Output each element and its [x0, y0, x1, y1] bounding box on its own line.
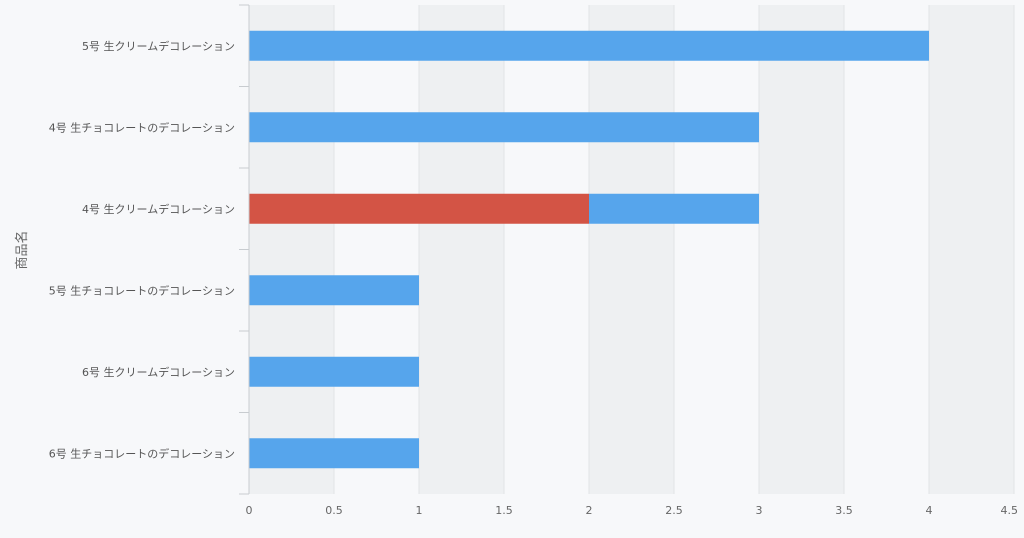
x-tick-label: 2: [586, 504, 593, 517]
bars: [249, 30, 929, 469]
grid-band: [589, 5, 674, 494]
grid-band: [759, 5, 844, 494]
background-bands: [249, 5, 1014, 494]
x-axis-ticks: 0 0.5 1 1.5 2 2.5 3 3.5 4 4.5: [246, 504, 1019, 517]
category-label: 4号 生チョコレートのデコレーション: [49, 120, 235, 134]
bar-segment: [589, 193, 759, 224]
category-label: 5号 生チョコレートのデコレーション: [49, 283, 235, 297]
category-label: 6号 生クリームデコレーション: [82, 365, 235, 379]
x-tick-label: 0.5: [325, 504, 343, 517]
category-label: 6号 生チョコレートのデコレーション: [49, 446, 235, 460]
x-tick-label: 4: [926, 504, 933, 517]
axes: [239, 4, 250, 495]
x-tick-label: 4.5: [1001, 504, 1019, 517]
x-tick-label: 0: [246, 504, 253, 517]
x-tick-label: 3: [756, 504, 763, 517]
x-tick-label: 2.5: [665, 504, 683, 517]
bar-segment: [249, 193, 589, 224]
category-label: 5号 生クリームデコレーション: [82, 39, 235, 53]
category-label: 4号 生クリームデコレーション: [82, 202, 235, 216]
x-tick-label: 1: [416, 504, 423, 517]
gridlines: [248, 5, 1015, 494]
y-axis-title: 商品名: [14, 230, 30, 269]
category-labels: 5号 生クリームデコレーション 4号 生チョコレートのデコレーション 4号 生クリー…: [49, 39, 235, 461]
x-tick-label: 1.5: [495, 504, 513, 517]
bar-segment: [249, 438, 419, 469]
grid-band: [929, 5, 1014, 494]
grid-band: [419, 5, 504, 494]
bar-segment: [249, 112, 759, 143]
bar-segment: [249, 356, 419, 387]
bar-segment: [249, 275, 419, 306]
grid-band: [249, 5, 334, 494]
bar-segment: [249, 30, 929, 61]
x-tick-label: 3.5: [835, 504, 853, 517]
